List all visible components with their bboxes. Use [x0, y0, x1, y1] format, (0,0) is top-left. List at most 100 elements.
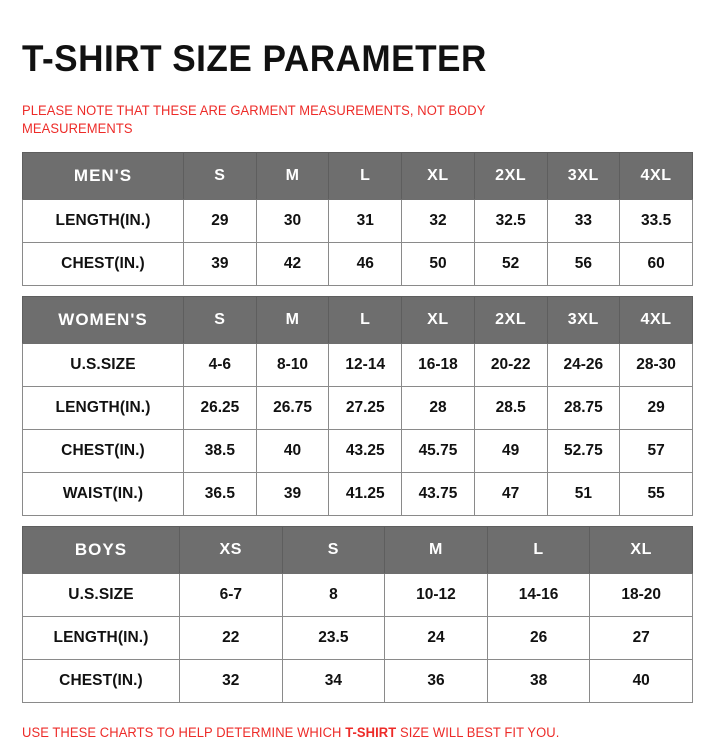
table-cell: 33.5 [619, 199, 693, 243]
table-cell: 52.75 [546, 429, 621, 473]
table-cell: 27 [589, 616, 693, 660]
table-row: LENGTH(IN.) 26.25 26.75 27.25 28 28.5 28… [22, 386, 693, 430]
table-cell: 28.5 [473, 386, 548, 430]
boys-table-body: U.S.SIZE 6-7 8 10-12 14-16 18-20 LENGTH(… [22, 573, 693, 703]
row-label: WAIST(IN.) [22, 472, 184, 516]
table-cell: 49 [473, 429, 548, 473]
mens-table-header: MEN'S S M L XL 2XL 3XL 4XL [22, 152, 693, 200]
column-header-s: S [183, 296, 257, 344]
table-cell: 16-18 [401, 343, 475, 387]
table-cell: 18-20 [589, 573, 693, 617]
table-cell: 4-6 [183, 343, 257, 387]
column-header-2xl: 2XL [473, 152, 548, 200]
column-header-s: S [281, 526, 386, 574]
footer-note: USE THESE CHARTS TO HELP DETERMINE WHICH… [22, 725, 671, 740]
mens-size-table: MEN'S S M L XL 2XL 3XL 4XL LENGTH(IN.) 2… [22, 152, 693, 286]
column-header-3xl: 3XL [546, 152, 621, 200]
table-cell: 39 [255, 472, 330, 516]
table-cell: 32.5 [473, 199, 548, 243]
row-label: U.S.SIZE [22, 343, 184, 387]
table-cell: 45.75 [401, 429, 475, 473]
table-cell: 23.5 [281, 616, 386, 660]
mens-table-body: LENGTH(IN.) 29 30 31 32 32.5 33 33.5 CHE… [22, 199, 693, 286]
table-cell: 22 [179, 616, 283, 660]
table-cell: 20-22 [473, 343, 548, 387]
table-cell: 31 [328, 199, 403, 243]
table-row: CHEST(IN.) 38.5 40 43.25 45.75 49 52.75 … [22, 429, 693, 473]
measurement-note: PLEASE NOTE THAT THESE ARE GARMENT MEASU… [22, 102, 486, 136]
column-header-l: L [328, 296, 403, 344]
table-cell: 8 [281, 573, 386, 617]
table-cell: 24-26 [546, 343, 621, 387]
row-label: CHEST(IN.) [22, 429, 184, 473]
table-cell: 30 [255, 199, 330, 243]
table-row: LENGTH(IN.) 29 30 31 32 32.5 33 33.5 [22, 199, 693, 243]
column-header-m: M [255, 152, 330, 200]
table-cell: 55 [619, 472, 693, 516]
table-cell: 40 [255, 429, 330, 473]
table-cell: 33 [546, 199, 621, 243]
table-cell: 60 [619, 242, 693, 286]
column-header-l: L [486, 526, 591, 574]
womens-table-body: U.S.SIZE 4-6 8-10 12-14 16-18 20-22 24-2… [22, 343, 693, 516]
table-cell: 36.5 [183, 472, 257, 516]
table-cell: 10-12 [384, 573, 488, 617]
size-chart-page: T-SHIRT SIZE PARAMETER PLEASE NOTE THAT … [0, 25, 720, 745]
womens-table-title: WOMEN'S [22, 296, 184, 344]
table-cell: 52 [473, 242, 548, 286]
column-header-2xl: 2XL [473, 296, 548, 344]
table-cell: 26.25 [183, 386, 257, 430]
table-cell: 6-7 [179, 573, 283, 617]
row-label: U.S.SIZE [22, 573, 180, 617]
table-cell: 29 [183, 199, 257, 243]
table-cell: 40 [589, 659, 693, 703]
column-header-m: M [384, 526, 488, 574]
column-header-3xl: 3XL [546, 296, 621, 344]
table-cell: 32 [179, 659, 283, 703]
table-row: U.S.SIZE 6-7 8 10-12 14-16 18-20 [22, 573, 693, 617]
row-label: CHEST(IN.) [22, 659, 180, 703]
table-cell: 36 [384, 659, 488, 703]
table-cell: 50 [401, 242, 475, 286]
table-cell: 26.75 [255, 386, 330, 430]
table-cell: 57 [619, 429, 693, 473]
womens-table-header: WOMEN'S S M L XL 2XL 3XL 4XL [22, 296, 693, 344]
table-row: U.S.SIZE 4-6 8-10 12-14 16-18 20-22 24-2… [22, 343, 693, 387]
table-cell: 29 [619, 386, 693, 430]
table-cell: 14-16 [486, 573, 591, 617]
column-header-4xl: 4XL [619, 296, 693, 344]
table-cell: 47 [473, 472, 548, 516]
table-cell: 43.25 [328, 429, 403, 473]
table-cell: 28.75 [546, 386, 621, 430]
table-cell: 26 [486, 616, 591, 660]
column-header-4xl: 4XL [619, 152, 693, 200]
table-cell: 24 [384, 616, 488, 660]
footer-note-part-1: USE THESE CHARTS TO HELP DETERMINE WHICH [22, 725, 346, 740]
table-row: WAIST(IN.) 36.5 39 41.25 43.75 47 51 55 [22, 472, 693, 516]
page-title: T-SHIRT SIZE PARAMETER [22, 37, 487, 79]
womens-size-table: WOMEN'S S M L XL 2XL 3XL 4XL U.S.SIZE 4-… [22, 296, 693, 516]
table-row: CHEST(IN.) 39 42 46 50 52 56 60 [22, 242, 693, 286]
column-header-m: M [255, 296, 330, 344]
boys-table-title: BOYS [22, 526, 180, 574]
table-cell: 41.25 [328, 472, 403, 516]
table-cell: 12-14 [328, 343, 403, 387]
table-row: LENGTH(IN.) 22 23.5 24 26 27 [22, 616, 693, 660]
row-label: CHEST(IN.) [22, 242, 184, 286]
table-row: CHEST(IN.) 32 34 36 38 40 [22, 659, 693, 703]
row-label: LENGTH(IN.) [22, 616, 180, 660]
table-cell: 51 [546, 472, 621, 516]
table-cell: 8-10 [255, 343, 330, 387]
footer-note-part-2: SIZE WILL BEST FIT YOU. [396, 725, 560, 740]
footer-note-emphasis: T-SHIRT [345, 725, 397, 740]
table-header-row: WOMEN'S S M L XL 2XL 3XL 4XL [22, 296, 693, 344]
table-cell: 56 [546, 242, 621, 286]
table-cell: 27.25 [328, 386, 403, 430]
column-header-s: S [183, 152, 257, 200]
boys-table-header: BOYS XS S M L XL [22, 526, 693, 574]
table-cell: 38 [486, 659, 591, 703]
table-cell: 38.5 [183, 429, 257, 473]
table-cell: 46 [328, 242, 403, 286]
boys-size-table: BOYS XS S M L XL U.S.SIZE 6-7 8 10-12 14… [22, 526, 693, 703]
table-header-row: MEN'S S M L XL 2XL 3XL 4XL [22, 152, 693, 200]
